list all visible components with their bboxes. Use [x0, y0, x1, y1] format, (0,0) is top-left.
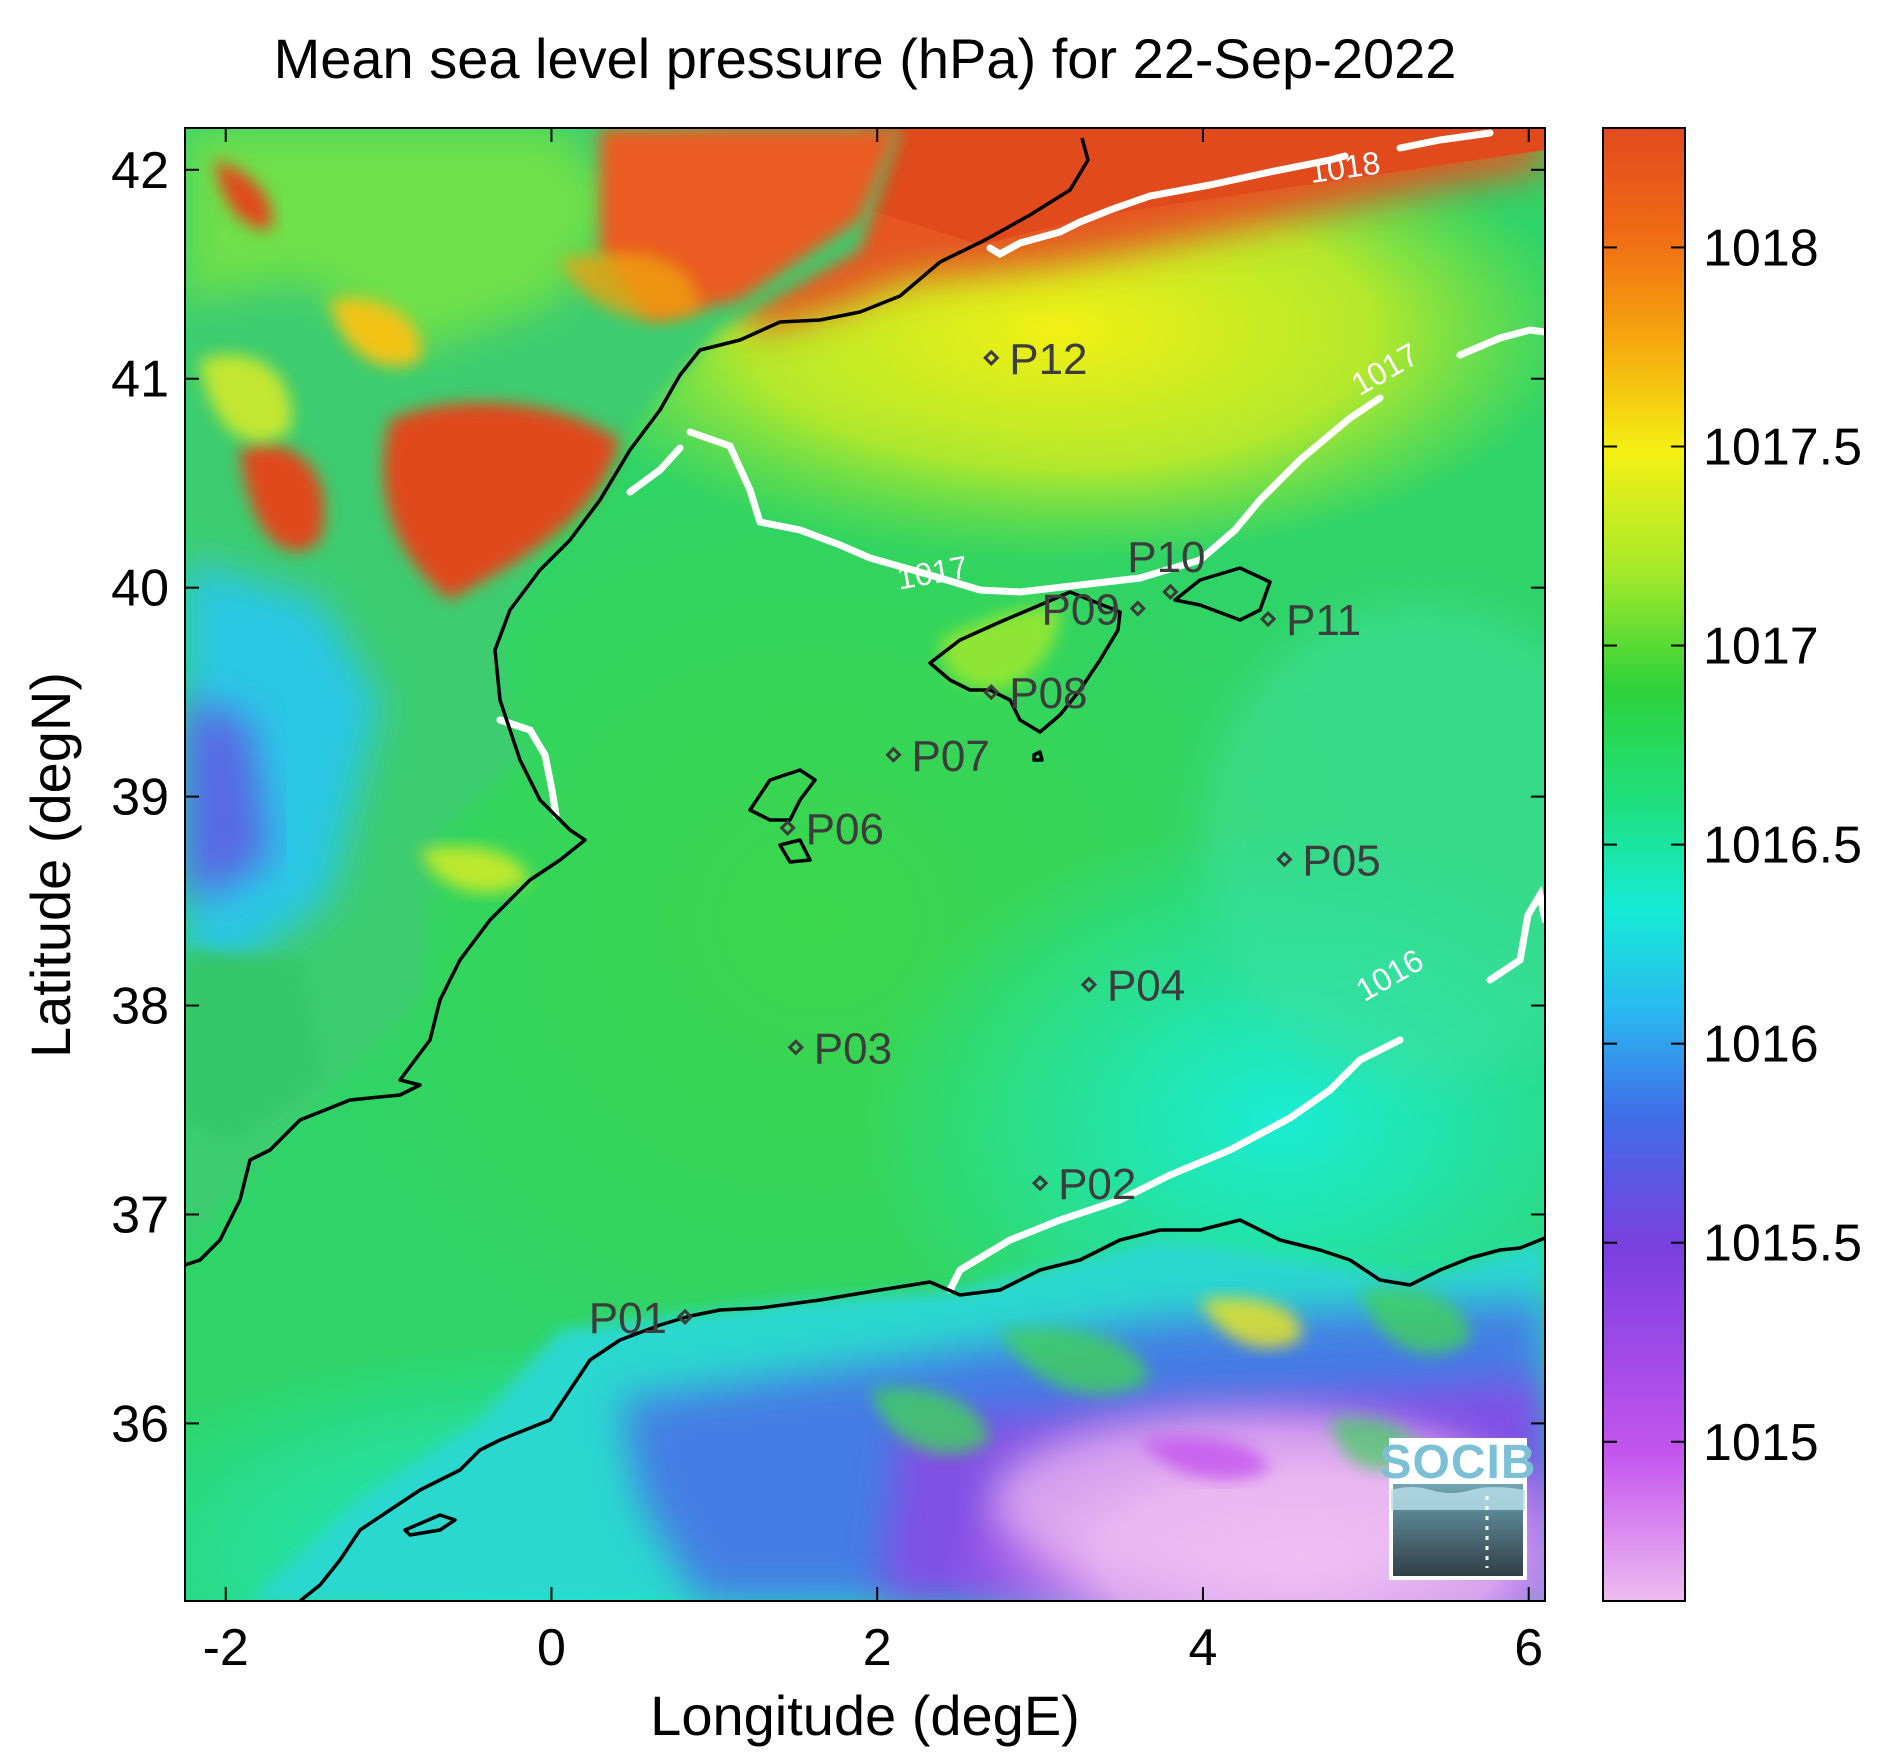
station-point: P12: [983, 335, 1088, 384]
map-frame: [184, 127, 1546, 1602]
colorbar-gradient: [1602, 127, 1686, 1602]
isobars: [496, 129, 1545, 1294]
station-marker: [885, 746, 902, 763]
colorbar-tick-label: 1018: [1703, 219, 1819, 277]
x-tick-label: 4: [1189, 1619, 1218, 1677]
station-point: P09: [1042, 586, 1146, 635]
x-tick-label: 6: [1514, 1619, 1543, 1677]
x-axis-label: Longitude (degE): [650, 1684, 1080, 1747]
y-axis: 36 37 38 39 40 41 42: [111, 142, 1545, 1453]
station-marker: [983, 684, 1000, 701]
station-point: P04: [1080, 962, 1185, 1011]
station-point: P06: [779, 805, 884, 854]
colorbar-ticks: 1015 1015.5 1016 1016.5 1017 1017.5 1018: [1603, 219, 1862, 1472]
coastlines: [185, 137, 1545, 1601]
logo-text: SOCIB: [1379, 1436, 1536, 1489]
station-label: P09: [1042, 586, 1120, 635]
colorbar: 1015 1015.5 1016 1016.5 1017 1017.5 1018: [1602, 127, 1862, 1602]
y-tick-label: 39: [111, 769, 169, 827]
colorbar-tick-label: 1016: [1703, 1016, 1819, 1074]
station-point: P01: [589, 1294, 694, 1343]
colorbar-tick-label: 1015.5: [1703, 1215, 1862, 1273]
station-point: P03: [787, 1024, 892, 1073]
y-tick-label: 36: [111, 1395, 169, 1453]
station-point: P07: [885, 732, 990, 781]
station-marker: [1129, 600, 1146, 617]
station-label: P04: [1107, 962, 1185, 1011]
station-point: P10: [1127, 533, 1206, 600]
station-marker: [1080, 976, 1098, 993]
station-point: P11: [1259, 596, 1361, 645]
station-label: P07: [912, 732, 990, 781]
colorbar-tick-label: 1017: [1703, 618, 1819, 676]
station-label: P11: [1286, 596, 1361, 645]
station-label: P02: [1058, 1160, 1136, 1209]
colorbar-tick-label: 1016.5: [1703, 817, 1862, 875]
station-marker: [787, 1039, 804, 1056]
x-axis: -2 0 2 4 6: [203, 128, 1543, 1677]
station-label: P03: [814, 1024, 892, 1073]
y-axis-label: Latitude (degN): [19, 672, 82, 1058]
station-label: P06: [806, 805, 884, 854]
x-tick-label: 2: [863, 1619, 892, 1677]
station-label: P08: [1009, 669, 1087, 718]
station-marker: [1031, 1175, 1049, 1192]
station-label: P12: [1009, 335, 1087, 384]
station-marker: [1259, 610, 1277, 628]
colorbar-tick-label: 1015: [1703, 1414, 1819, 1472]
station-label: P01: [589, 1294, 667, 1343]
station-label: P05: [1302, 836, 1380, 885]
y-tick-label: 40: [111, 560, 169, 618]
x-tick-label: -2: [203, 1619, 249, 1677]
colorbar-tick-label: 1017.5: [1703, 418, 1862, 476]
station-marker: [1162, 583, 1179, 600]
station-marker: [779, 819, 796, 837]
station-label: P10: [1127, 533, 1205, 582]
y-tick-label: 38: [111, 978, 169, 1036]
station-marker: [1276, 851, 1293, 868]
x-tick-label: 0: [537, 1619, 566, 1677]
y-tick-label: 37: [111, 1186, 169, 1244]
y-tick-label: 42: [111, 142, 169, 200]
station-marker: [983, 349, 1000, 366]
chart-title: Mean sea level pressure (hPa) for 22-Sep…: [274, 27, 1457, 90]
station-point: P05: [1276, 836, 1381, 885]
station-point: P08: [983, 669, 1088, 718]
station-point: P02: [1031, 1160, 1136, 1209]
station-marker: [676, 1308, 694, 1325]
y-tick-label: 41: [111, 351, 169, 409]
socib-logo: SOCIB: [1379, 1436, 1536, 1580]
